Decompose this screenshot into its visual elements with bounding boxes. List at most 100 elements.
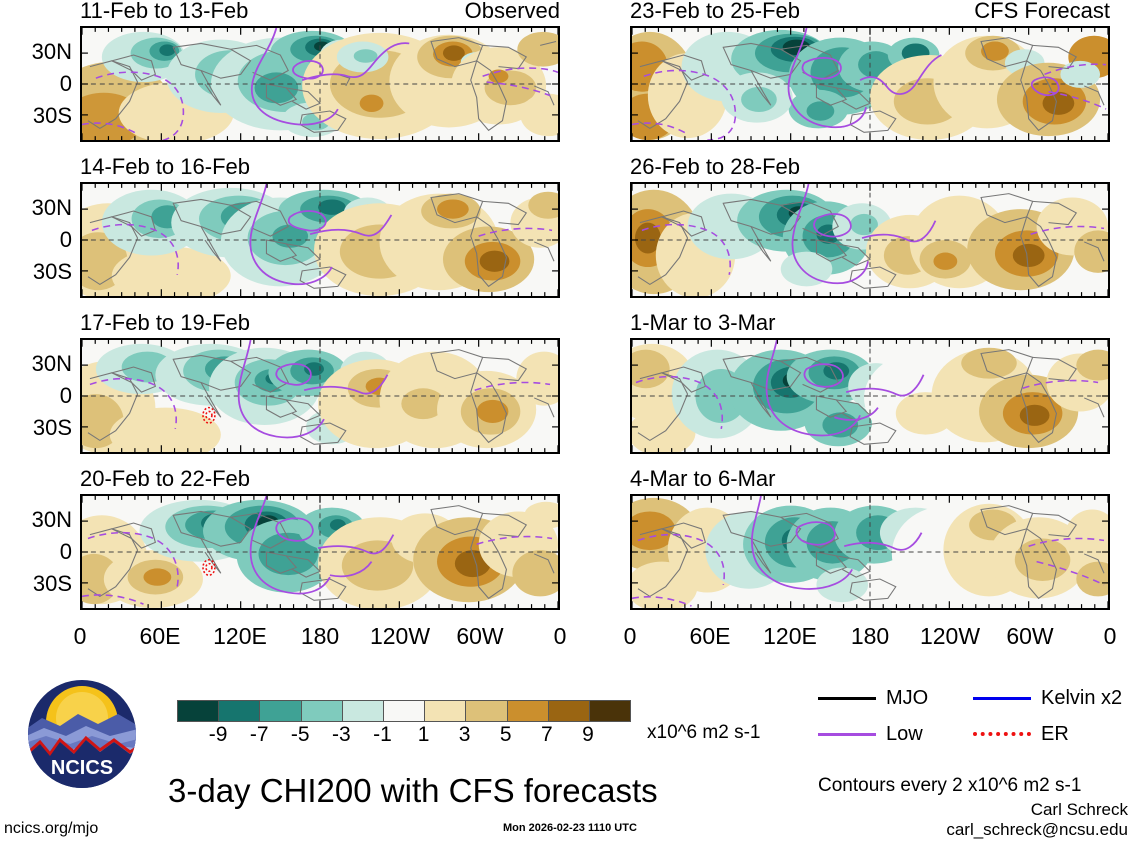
legend-entry-er: ER xyxy=(973,724,1069,744)
y-tick-label: 0 xyxy=(59,71,72,96)
map-panel[interactable]: 11-Feb to 13-Feb Observed 30N 0 30S xyxy=(32,0,560,142)
colorbar-swatch xyxy=(383,701,426,721)
map-panel[interactable]: 14-Feb to 16-Feb 30N 0 30S xyxy=(32,156,560,298)
er-line-swatch xyxy=(973,732,1031,736)
y-tick-label: 0 xyxy=(59,539,72,564)
panel-title: 4-Mar to 6-Mar xyxy=(630,466,776,491)
timestamp: Mon 2026-02-23 1110 UTC xyxy=(503,822,637,834)
map-panel[interactable]: 1-Mar to 3-Mar xyxy=(630,312,1110,454)
panel-title: 20-Feb to 22-Feb xyxy=(80,466,250,491)
legend-entry-kelvin: Kelvin x2 xyxy=(973,688,1122,708)
legend-entry-low: Low xyxy=(818,724,923,744)
colorbar-swatch xyxy=(589,701,631,721)
colorbar-swatch xyxy=(260,701,302,721)
colorbar-swatch xyxy=(425,701,467,721)
colorbar-swatch xyxy=(342,701,384,721)
panel-grid: 11-Feb to 13-Feb Observed 30N 0 30S xyxy=(32,0,1110,610)
colorbar-tick-label: 3 xyxy=(458,723,471,746)
colorbar-tick-label: -5 xyxy=(290,723,310,746)
x-tick-label: 120E xyxy=(763,623,817,649)
colorbar-tick-label: -3 xyxy=(332,723,351,746)
x-tick-label: 60W xyxy=(456,623,504,649)
author-name: Carl Schreck xyxy=(1030,800,1128,819)
panel-title: 1-Mar to 3-Mar xyxy=(630,310,776,335)
map-canvas xyxy=(80,494,560,610)
map-canvas xyxy=(630,182,1110,298)
contour-legend: MJO Kelvin x2 Low ER xyxy=(818,688,1122,758)
map-panel[interactable]: 20-Feb to 22-Feb 30N 0 30S xyxy=(32,468,560,610)
x-tick-label: 120W xyxy=(919,623,981,649)
colorbar-swatches xyxy=(177,700,631,722)
legend-label: Kelvin x2 xyxy=(1041,687,1123,709)
map-panel[interactable]: 4-Mar to 6-Mar xyxy=(630,468,1110,610)
y-tick-label: 30N xyxy=(31,194,72,220)
x-tick-label: 60W xyxy=(1006,623,1054,649)
y-tick-label: 30N xyxy=(31,38,72,64)
x-axis-left: 0 60E 120E 180 120W 60W 0 xyxy=(74,623,567,649)
x-tick-label: 60E xyxy=(689,623,731,649)
svg-text:NCICS: NCICS xyxy=(51,757,113,779)
map-canvas xyxy=(80,338,560,454)
legend-label: MJO xyxy=(886,687,929,709)
panel-title: 14-Feb to 16-Feb xyxy=(80,154,250,179)
colorbar-swatch xyxy=(219,701,261,721)
panel-title: 17-Feb to 19-Feb xyxy=(80,310,250,335)
y-tick-label: 30N xyxy=(31,506,72,532)
colorbar-swatch xyxy=(301,701,343,721)
map-canvas xyxy=(630,26,1110,142)
y-tick-label: 30S xyxy=(32,415,72,441)
x-tick-label: 0 xyxy=(1103,623,1117,649)
map-canvas xyxy=(630,338,1110,454)
site-url: ncics.org/mjo xyxy=(4,820,99,837)
x-tick-label: 0 xyxy=(553,623,567,649)
figure-title: 3-day CHI200 with CFS forecasts xyxy=(168,772,658,809)
panel-title: 23-Feb to 25-Feb xyxy=(630,0,800,23)
colorbar-swatch xyxy=(178,701,220,721)
legend-label: Low xyxy=(886,723,923,745)
y-tick-label: 30S xyxy=(32,259,72,285)
colorbar-tick-label: -9 xyxy=(208,723,228,746)
author-email: carl_schreck@ncsu.edu xyxy=(946,820,1128,839)
column-header: CFS Forecast xyxy=(974,0,1110,23)
colorbar-tick-label: -7 xyxy=(249,723,269,746)
colorbar-units-label: x10^6 m2 s-1 xyxy=(647,722,761,743)
map-panel[interactable]: 23-Feb to 25-Feb CFS Forecast xyxy=(630,0,1110,142)
colorbar-tick-label: 9 xyxy=(582,723,594,746)
x-tick-label: 120W xyxy=(369,623,431,649)
x-tick-label: 0 xyxy=(73,623,87,649)
colorbar-swatch xyxy=(507,701,549,721)
map-panel[interactable]: 26-Feb to 28-Feb xyxy=(630,156,1110,298)
kelvin-line-swatch xyxy=(973,696,1031,700)
colorbar-tick-label: -1 xyxy=(373,723,392,746)
low-line-swatch xyxy=(818,732,876,736)
panel-title: 11-Feb to 13-Feb xyxy=(80,0,249,23)
colorbar-swatch xyxy=(548,701,590,721)
x-axis-right: 0 60E 120E 180 120W 60W 0 xyxy=(624,623,1117,649)
colorbar: -9 -7 -5 -3 -1 1 3 5 7 9 x10^6 m2 s-1 xyxy=(177,700,760,750)
legend-entry-mjo: MJO xyxy=(818,688,928,708)
map-panel[interactable]: 17-Feb to 19-Feb 30N 0 30S xyxy=(32,312,560,454)
legend-label: ER xyxy=(1041,723,1069,745)
panel-title: 26-Feb to 28-Feb xyxy=(630,154,800,179)
ncics-logo: NCICS xyxy=(26,678,138,790)
y-tick-label: 0 xyxy=(59,383,72,408)
colorbar-tick-label: 1 xyxy=(417,723,430,746)
mjo-line-swatch xyxy=(818,696,876,700)
x-tick-label: 120E xyxy=(213,623,267,649)
colorbar-ticks: -9 -7 -5 -3 -1 1 3 5 7 9 xyxy=(177,724,631,750)
colorbar-tick-label: 7 xyxy=(540,723,553,746)
map-canvas xyxy=(80,182,560,298)
y-tick-label: 30N xyxy=(31,350,72,376)
y-tick-label: 30S xyxy=(32,571,72,597)
y-tick-label: 30S xyxy=(32,103,72,129)
map-canvas xyxy=(630,494,1110,610)
x-tick-label: 0 xyxy=(623,623,637,649)
x-tick-label: 60E xyxy=(139,623,181,649)
contour-interval-note: Contours every 2 x10^6 m2 s-1 xyxy=(818,775,1082,796)
y-tick-label: 0 xyxy=(59,227,72,252)
x-tick-label: 180 xyxy=(850,623,890,649)
column-header: Observed xyxy=(464,0,560,23)
x-tick-label: 180 xyxy=(300,623,340,649)
map-canvas xyxy=(80,26,560,142)
colorbar-tick-label: 5 xyxy=(499,723,512,746)
